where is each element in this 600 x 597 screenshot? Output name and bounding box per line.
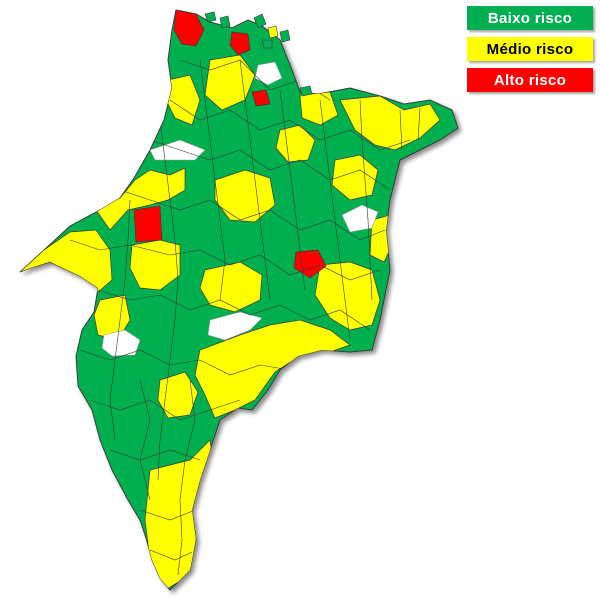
northern-islands (204, 11, 313, 97)
region-medium-center (214, 169, 276, 223)
region-high-center-west (133, 205, 163, 243)
region-medium-west-coast (20, 229, 113, 293)
region-medium-center-west (129, 239, 181, 291)
region-medium-west-south (157, 371, 199, 419)
region-medium-center-south (199, 261, 263, 313)
legend-label-low: Baixo risco (487, 9, 573, 27)
region-medium-west-central (95, 167, 186, 231)
region-no-data-1 (149, 139, 206, 161)
legend-label-high: Alto risco (493, 71, 567, 89)
region-high-north (229, 31, 251, 56)
region-no-data-2 (101, 329, 141, 357)
municipalities (20, 10, 441, 590)
region-no-data-4 (341, 204, 379, 233)
municipal-boundaries (69, 59, 421, 576)
legend-item-medium-risk: Médio risco (467, 37, 593, 61)
region-high-north-center (251, 89, 271, 107)
legend-item-low-risk: Baixo risco (467, 6, 593, 30)
region-high-northwest (173, 10, 205, 47)
legend-item-high-risk: Alto risco (467, 68, 593, 92)
legend: Baixo risco Médio risco Alto risco (467, 6, 593, 99)
region-medium-northeast (339, 95, 441, 151)
region-medium-east-north (331, 154, 379, 201)
region-no-data-3 (207, 311, 263, 341)
legend-label-medium: Médio risco (486, 40, 574, 58)
